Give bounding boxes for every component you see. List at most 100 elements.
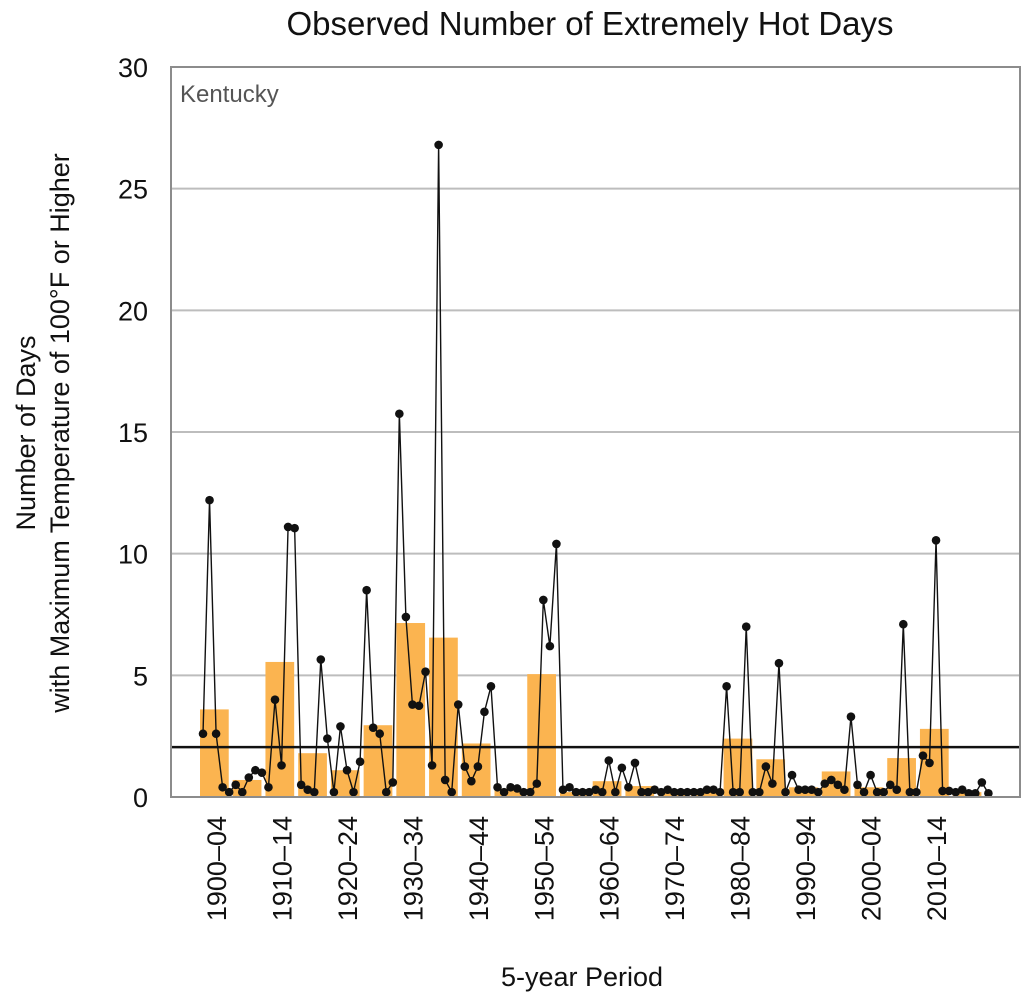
annual-point — [702, 785, 712, 794]
x-tick-label: 1900–04 — [202, 816, 232, 921]
annual-point — [205, 495, 214, 505]
annual-point — [938, 786, 947, 796]
annual-point — [251, 765, 260, 775]
annual-point — [944, 786, 954, 796]
period-bar — [396, 623, 426, 797]
annual-point — [401, 612, 411, 622]
annual-point — [643, 787, 653, 797]
annual-point — [244, 773, 254, 782]
annual-point — [591, 785, 600, 794]
y-axis-label-line-2: with Maximum Temperature of 100°F or Hig… — [45, 153, 75, 714]
x-tick-label: 2010–14 — [922, 816, 952, 921]
x-tick-label: 1910–14 — [267, 816, 297, 921]
y-tick-label: 15 — [118, 418, 148, 448]
annual-point — [611, 787, 620, 797]
x-tick-label: 1950–54 — [529, 816, 559, 921]
annual-point — [879, 787, 888, 797]
annual-point — [519, 787, 528, 797]
annual-point — [709, 785, 718, 794]
annual-point — [427, 761, 437, 770]
annual-point — [355, 757, 365, 767]
annual-series — [202, 144, 990, 795]
annual-point — [349, 787, 358, 797]
period-bar — [690, 792, 720, 797]
y-tick-label: 10 — [118, 540, 148, 570]
annual-point — [388, 778, 398, 787]
annual-point — [931, 535, 941, 545]
annual-point — [303, 785, 313, 794]
annual-point — [493, 782, 502, 792]
annual-point — [977, 778, 987, 787]
annual-point — [617, 763, 627, 773]
annual-point — [957, 785, 967, 794]
x-tick-label: 1980–84 — [726, 816, 756, 921]
gridlines — [171, 187, 1020, 677]
annual-point — [669, 787, 679, 797]
plot-frame — [170, 66, 1021, 798]
annual-point — [787, 770, 797, 780]
annual-point — [925, 758, 934, 768]
annual-point — [918, 751, 928, 760]
x-tick-label: 1930–34 — [398, 816, 428, 921]
y-tick-label: 25 — [118, 175, 148, 205]
annual-point — [741, 622, 751, 631]
annual-point — [892, 785, 902, 794]
annual-point — [368, 723, 378, 732]
annual-point — [584, 787, 594, 797]
annual-point — [473, 762, 483, 771]
annual-point — [768, 779, 777, 788]
annual-point — [211, 729, 221, 739]
annual-point — [971, 789, 980, 798]
annual-point — [840, 785, 849, 794]
annual-point — [715, 787, 725, 797]
annual-point — [833, 780, 843, 790]
annual-point — [237, 787, 247, 797]
annual-point — [748, 787, 758, 797]
period-bar — [494, 788, 524, 797]
annual-point — [277, 761, 286, 770]
annual-point — [866, 770, 875, 780]
chart-title: Observed Number of Extremely Hot Days — [286, 5, 893, 42]
annual-point — [755, 787, 764, 797]
annual-point — [316, 655, 326, 664]
annual-point — [375, 729, 385, 739]
annual-point — [637, 787, 646, 797]
annual-point — [532, 779, 542, 788]
annual-point — [683, 787, 692, 797]
annual-point — [342, 765, 352, 775]
annual-point — [872, 787, 882, 797]
x-tick-label: 2000–04 — [857, 816, 887, 921]
annual-point — [827, 775, 836, 785]
annual-point — [329, 787, 339, 797]
annual-point — [696, 787, 705, 797]
annual-point — [899, 619, 908, 629]
annual-point — [807, 785, 816, 794]
annual-point — [689, 787, 699, 797]
period-bar — [527, 674, 556, 797]
annual-point — [813, 787, 823, 797]
annual-point — [656, 787, 666, 797]
annual-point — [552, 539, 561, 549]
annual-point — [362, 585, 371, 595]
annual-point — [964, 789, 974, 798]
annual-point — [395, 409, 404, 419]
annual-point — [735, 787, 744, 797]
annual-point — [198, 729, 208, 739]
annual-point — [336, 722, 345, 731]
annual-point — [408, 700, 417, 709]
annual-point — [381, 787, 391, 797]
annual-point — [296, 780, 306, 790]
annual-point — [984, 789, 993, 798]
annual-point — [597, 787, 607, 797]
annual-point — [499, 787, 509, 797]
annual-point — [604, 756, 614, 765]
annual-points — [198, 140, 993, 798]
x-tick-label: 1960–64 — [595, 816, 625, 921]
y-tick-label: 20 — [118, 296, 148, 326]
annual-point — [722, 681, 731, 691]
annual-point — [447, 787, 457, 797]
annual-point — [859, 787, 869, 797]
annual-point — [885, 780, 895, 790]
x-tick-label: 1940–44 — [464, 816, 494, 921]
annual-point — [820, 779, 830, 788]
